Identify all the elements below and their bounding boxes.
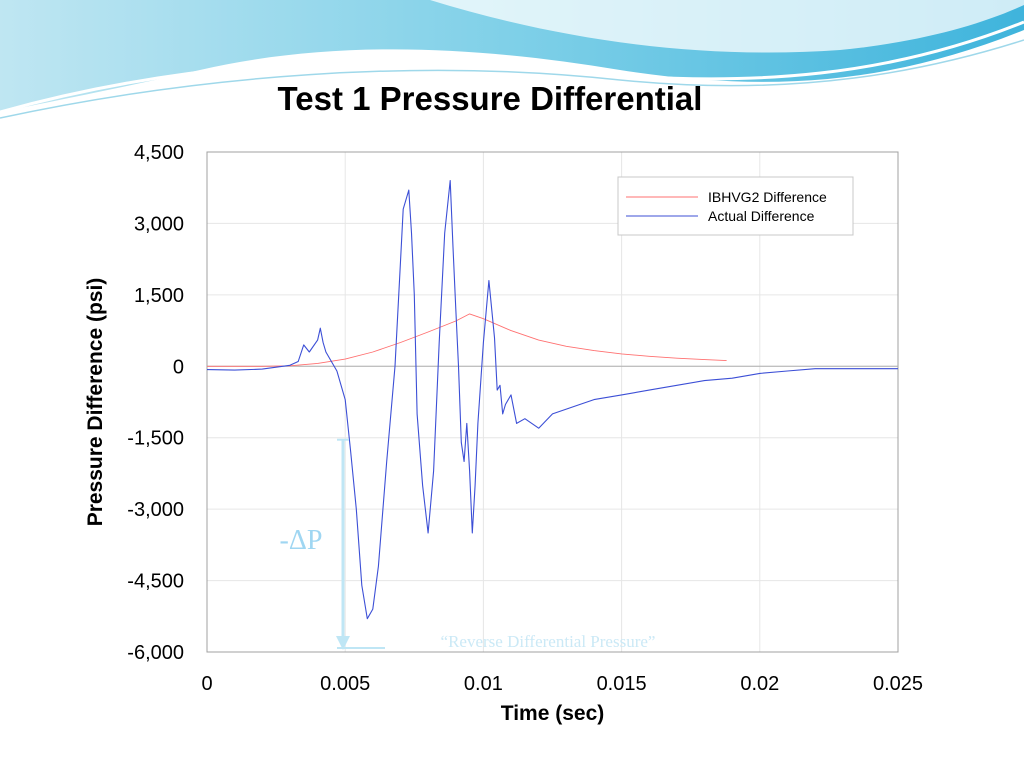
- x-tick-label: 0: [201, 673, 212, 695]
- annotations: -ΔP “Reverse Differential Pressure”: [280, 438, 656, 651]
- y-tick-label: -6,000: [127, 642, 184, 664]
- y-tick-label: 1,500: [134, 285, 184, 307]
- series-line-actual: [206, 180, 898, 620]
- series-layer: [206, 180, 898, 620]
- series-line-ibhvg2: [207, 313, 727, 367]
- header-wave-decoration: [0, 0, 1024, 119]
- y-tick-label: -3,000: [127, 499, 184, 521]
- delta-p-label: -ΔP: [280, 525, 323, 556]
- page-title: Test 1 Pressure Differential: [277, 80, 703, 117]
- y-axis-title: Pressure Difference (psi): [84, 278, 107, 527]
- x-axis-ticks: 0 0.005 0.01 0.015 0.02 0.025: [201, 673, 923, 695]
- y-tick-label: 4,500: [134, 142, 184, 164]
- x-tick-label: 0.015: [597, 673, 647, 695]
- y-tick-label: 3,000: [134, 213, 184, 235]
- legend: IBHVG2 Difference Actual Difference: [617, 176, 854, 236]
- legend-box: [617, 176, 854, 236]
- legend-label-actual: Actual Difference: [708, 208, 815, 224]
- y-tick-label: 0: [173, 356, 184, 378]
- x-tick-label: 0.025: [873, 673, 923, 695]
- y-axis-ticks: 4,500 3,000 1,500 0 -1,500 -3,000 -4,500 -6,000: [127, 142, 184, 664]
- x-axis-title: Time (sec): [501, 702, 605, 725]
- x-tick-label: 0.005: [320, 673, 370, 695]
- plot-area: [206, 151, 899, 653]
- x-tick-label: 0.01: [464, 673, 503, 695]
- legend-label-ibhvg2: IBHVG2 Difference: [708, 189, 827, 205]
- y-tick-label: -4,500: [127, 571, 184, 593]
- reverse-pressure-label: “Reverse Differential Pressure”: [441, 632, 656, 651]
- delta-p-arrow-head: [336, 636, 350, 650]
- y-tick-label: -1,500: [127, 428, 184, 450]
- x-tick-label: 0.02: [740, 673, 779, 695]
